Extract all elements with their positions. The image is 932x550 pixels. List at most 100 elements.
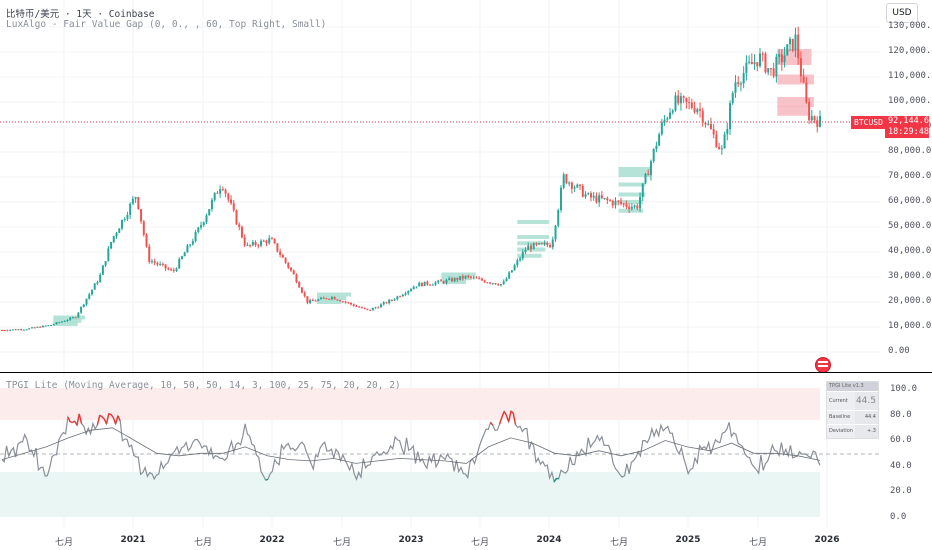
time-axis-label: 七月 [609,538,629,548]
candle-body [172,269,175,271]
candle-body [156,262,159,265]
candle-body [625,203,628,207]
candle-body [759,53,762,67]
candle-body [90,289,93,295]
candle-body [745,62,748,74]
candle-body [786,44,789,56]
price-axis-label: 30,000.00 [888,271,932,281]
currency-button[interactable]: USD [886,3,918,23]
candle-body [407,290,410,294]
oscillator-title: TPGI Lite (Moving Average, 10, 50, 50, 1… [6,380,401,391]
price-candles [1,26,821,332]
candle-body [469,276,472,278]
candle-body [341,301,344,303]
oscillator-legend[interactable]: TPGI Lite (Moving Average, 10, 50, 50, 1… [6,380,401,391]
table-header: TPGI Lite v1.3 [827,382,878,391]
candle-body [150,261,153,263]
overbought-segment [69,421,73,424]
candle-body [674,95,677,111]
candle-body [178,259,181,269]
bullish-fvg-box [618,192,646,197]
pane-divider[interactable] [0,372,932,373]
candle-body [251,241,254,246]
candle-body [170,269,173,271]
price-axis-label: 70,000.00 [888,171,932,181]
candle-body [126,215,129,220]
candle-body [437,280,440,283]
candle-body [494,283,497,285]
bullish-fvg-box [618,208,643,213]
candle-body [85,298,88,305]
candle-body [339,300,342,302]
indicator-legend[interactable]: LuxAlgo - Fair Value Gap (0, 0., , 60, T… [6,19,326,30]
candle-body [532,243,535,250]
candle-body [317,299,320,301]
overbought-segment [108,412,112,416]
candle-body [718,147,721,150]
candle-body [764,53,767,73]
overbought-segment [114,415,119,425]
candle-body [720,148,723,150]
overbought-segment [67,416,71,423]
oscillator-axis-label: 0.0 [890,511,907,522]
bullish-fvg-box [517,220,549,224]
candle-body [551,239,554,248]
baseline-label: Baseline [827,411,855,424]
candle-body [292,270,295,275]
candle-body [243,237,246,246]
candle-body [690,102,693,108]
candle-body [715,134,718,148]
time-axis-label: 2022 [259,535,285,545]
candle-body [513,265,516,271]
candle-body [791,38,794,51]
bullish-fvg-box [53,315,86,320]
candle-body [420,282,423,286]
current-label: Current [827,392,855,410]
candle-body [734,82,737,93]
candle-body [813,116,816,121]
candle-body [320,297,323,300]
candle-body [20,329,23,331]
candle-body [230,199,233,204]
candle-body [44,325,47,327]
candle-body [107,248,110,262]
candle-body [363,307,366,309]
candle-body [464,275,467,279]
oscillator-axis-label: 100.0 [890,384,918,394]
candle-body [538,243,541,245]
candle-body [510,270,513,273]
candle-body [1,330,3,331]
candle-body [14,329,17,331]
candle-body [450,278,453,282]
symbol-legend[interactable]: 比特币/美元 · 1天 · Coinbase [6,6,155,20]
candle-body [589,193,592,198]
candle-body [529,245,532,250]
candle-body [134,197,137,199]
candle-body [707,123,710,125]
candle-body [224,189,227,194]
candle-body [298,282,301,288]
candle-body [652,148,655,162]
candle-body [581,185,584,197]
overbought-segment [110,414,114,419]
tpgi-stats-table: TPGI Lite v1.3 Current 44.5 Baseline 44.… [826,381,879,439]
candle-body [418,282,421,287]
candle-body [159,263,162,265]
table-row-current: Current 44.5 [827,391,878,410]
time-axis-label: 七月 [54,538,74,548]
bullish-fvg-box [441,276,471,281]
candle-body [753,62,756,65]
us-flag-event-icon[interactable] [815,357,831,373]
candle-body [41,325,44,328]
time-axis-label: 2023 [398,535,424,545]
candle-body [568,182,571,184]
candle-body [205,215,208,223]
candle-body [390,299,393,301]
candle-body [110,242,113,249]
candle-body [52,324,55,326]
bullish-fvg-box [618,200,643,204]
time-axis-label: 2024 [536,535,562,545]
candle-body [322,297,325,299]
candle-body [131,198,134,204]
